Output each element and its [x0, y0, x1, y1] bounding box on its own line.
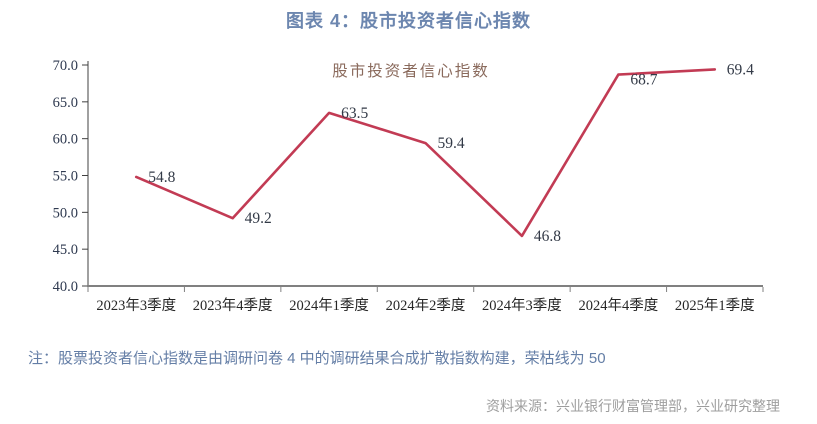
x-axis-category-label: 2024年2季度 — [386, 297, 466, 314]
y-axis-tick-label: 60.0 — [53, 132, 78, 148]
data-label: 59.4 — [438, 135, 465, 152]
x-axis-category-label: 2024年3季度 — [482, 297, 562, 314]
figure-title: 图表 4：股市投资者信心指数 — [285, 11, 531, 31]
data-label: 69.4 — [727, 61, 754, 78]
figure-note: 注：股票投资者信心指数是由调研问卷 4 中的调研结果合成扩散指数构建，荣枯线为 … — [28, 350, 606, 367]
y-axis-tick-label: 55.0 — [53, 169, 78, 185]
x-axis-category-label: 2024年1季度 — [289, 297, 369, 314]
series-line — [134, 68, 717, 238]
line-chart: 40.0 45.0 50.0 55.0 60.0 65.0 70.0 2023年3季度 2023… — [53, 58, 764, 314]
data-label: 54.8 — [148, 169, 175, 186]
figure-source: 资料来源：兴业银行财富管理部，兴业研究整理 — [486, 398, 780, 414]
data-label: 46.8 — [534, 228, 561, 245]
y-axis-tick-label: 50.0 — [53, 205, 78, 221]
chart-inner-title: 股市投资者信心指数 — [332, 62, 490, 80]
data-label: 63.5 — [341, 105, 368, 122]
y-axis-tick-label: 70.0 — [53, 58, 78, 74]
y-axis-tick-label: 65.0 — [53, 95, 78, 111]
y-axis-tick-label: 45.0 — [53, 242, 78, 258]
x-axis-category-label: 2023年3季度 — [96, 297, 176, 314]
y-axis-tick-label: 40.0 — [53, 279, 78, 295]
data-label: 68.7 — [630, 72, 657, 89]
data-label: 49.2 — [245, 210, 272, 227]
x-axis-category-label: 2024年4季度 — [578, 297, 658, 314]
x-axis-category-label: 2025年1季度 — [675, 297, 755, 314]
x-axis-category-label: 2023年4季度 — [193, 297, 273, 314]
